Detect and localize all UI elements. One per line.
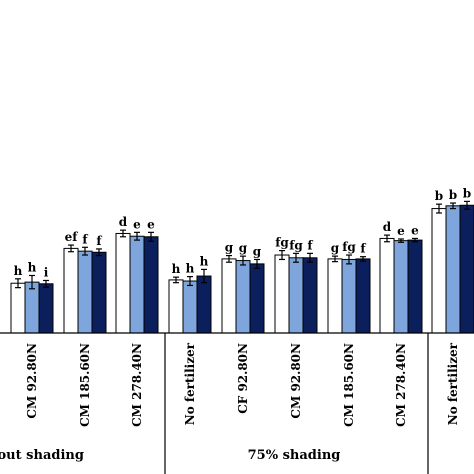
bar: [355, 258, 371, 334]
bar: [249, 263, 265, 334]
significance-letter: e: [133, 217, 141, 231]
significance-letter: e: [147, 217, 155, 231]
category-label: CM 278.40N: [130, 343, 144, 427]
bar: [235, 260, 251, 334]
group-label: hout shading: [0, 448, 84, 463]
bar: [24, 281, 40, 334]
bar: [407, 239, 423, 334]
bar: [302, 257, 318, 334]
bar: [91, 251, 107, 334]
bars-layer: [10, 200, 474, 334]
significance-letter: f: [307, 238, 313, 252]
significance-letter: h: [28, 260, 37, 274]
significance-letter: d: [383, 220, 392, 234]
significance-letter: i: [44, 265, 49, 279]
significance-letter: h: [14, 264, 23, 278]
group-label: 75% shading: [248, 448, 341, 463]
significance-letter: ef: [65, 230, 79, 244]
bar: [393, 240, 409, 334]
axis-layer: [0, 332, 474, 474]
significance-letter: h: [186, 262, 195, 276]
bar: [182, 280, 198, 334]
significance-letter: f: [360, 242, 366, 256]
bar: [38, 283, 54, 334]
category-label: CM 92.80N: [25, 343, 39, 419]
significance-letter: fg: [289, 238, 303, 252]
significance-letter: f: [96, 234, 102, 248]
bar: [63, 247, 79, 334]
bar: [168, 279, 184, 334]
bar: [143, 236, 159, 334]
significance-letter: b: [449, 188, 457, 202]
significance-letter: f: [82, 232, 88, 246]
significance-letter: h: [200, 254, 209, 268]
category-label: CF 92.80N: [236, 343, 250, 414]
category-label: CM 185.60N: [342, 343, 356, 427]
significance-letter: d: [119, 215, 128, 229]
category-label: CM 278.40N: [394, 343, 408, 427]
significance-letter: g: [239, 241, 248, 255]
bar: [431, 208, 447, 334]
significance-letter: g: [225, 241, 234, 255]
bar: [77, 250, 93, 334]
significance-letter: fg: [275, 236, 289, 250]
bar: [196, 275, 212, 334]
bar: [379, 237, 395, 334]
category-label: CM 92.80N: [289, 343, 303, 419]
bar: [327, 258, 343, 334]
bar: [341, 258, 357, 334]
significance-letter: e: [411, 223, 419, 237]
category-label: No fertilizer: [446, 342, 460, 425]
significance-letter: b: [435, 189, 443, 203]
significance-letter: g: [253, 244, 262, 258]
significance-letter: h: [172, 262, 181, 276]
bar: [459, 204, 474, 334]
category-label: No fertilizer: [183, 342, 197, 425]
bar: [445, 205, 461, 334]
significance-letter: fg: [342, 240, 356, 254]
significance-letter: b: [463, 186, 471, 200]
significance-letter: e: [397, 224, 405, 238]
category-label: CM 185.60N: [78, 343, 92, 427]
significance-letter: g: [331, 241, 340, 255]
bar: [274, 254, 290, 334]
bar: [288, 257, 304, 334]
bar: [115, 232, 131, 334]
bar: [221, 258, 237, 334]
bar: [10, 282, 26, 334]
bar: [129, 235, 145, 334]
